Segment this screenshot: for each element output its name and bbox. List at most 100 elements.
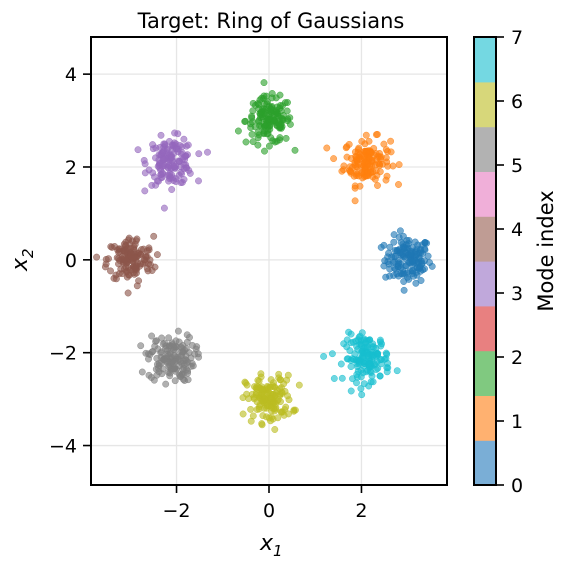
scatter-point bbox=[362, 131, 370, 139]
scatter-point bbox=[93, 253, 101, 261]
scatter-point bbox=[248, 112, 256, 120]
scatter-point bbox=[286, 114, 294, 122]
scatter-point bbox=[159, 340, 167, 348]
scatter-point bbox=[175, 171, 183, 179]
scatter-point bbox=[384, 148, 391, 155]
scatter-point bbox=[358, 169, 366, 177]
x-tick-label: 2 bbox=[355, 500, 367, 522]
scatter-point bbox=[405, 275, 413, 283]
scatter-point bbox=[156, 143, 164, 151]
colorbar-tick-label: 6 bbox=[511, 91, 523, 113]
cluster-mode-3 bbox=[134, 129, 211, 212]
scatter-point bbox=[189, 362, 197, 370]
scatter-point bbox=[355, 358, 363, 366]
y-tick-label: 2 bbox=[65, 157, 77, 179]
scatter-point bbox=[283, 376, 291, 384]
scatter-point bbox=[115, 260, 122, 268]
cluster-mode-0 bbox=[377, 227, 436, 294]
scatter-point bbox=[426, 259, 433, 266]
scatter-point bbox=[174, 148, 182, 156]
scatter-point bbox=[360, 380, 368, 388]
scatter-point bbox=[377, 342, 385, 350]
y-tick-label: 4 bbox=[65, 64, 77, 86]
scatter-point bbox=[376, 356, 384, 363]
scatter-point bbox=[267, 417, 274, 425]
scatter-point bbox=[401, 244, 409, 252]
scatter-point bbox=[120, 256, 128, 264]
scatter-point bbox=[395, 161, 403, 169]
scatter-point bbox=[412, 279, 420, 287]
colorbar-frame bbox=[473, 36, 497, 486]
scatter-point bbox=[180, 135, 188, 143]
colorbar-ticks: 0 1 2 3 4 5 6 7 bbox=[496, 27, 523, 497]
scatter-point bbox=[124, 289, 132, 297]
scatter-point bbox=[145, 166, 153, 174]
scatter-point bbox=[148, 332, 156, 340]
colorbar-segment bbox=[474, 261, 496, 307]
x-axis-label-sub: 1 bbox=[273, 542, 283, 560]
scatter-point bbox=[384, 359, 392, 367]
scatter-point bbox=[356, 332, 364, 340]
scatter-point bbox=[254, 134, 262, 142]
scatter-point bbox=[372, 366, 380, 373]
scatter-point bbox=[157, 171, 165, 178]
scatter-point bbox=[347, 387, 355, 395]
scatter-point bbox=[358, 391, 366, 399]
scatter-point bbox=[355, 144, 363, 152]
scatter-point bbox=[157, 131, 165, 139]
scatter-point bbox=[266, 125, 274, 133]
scatter-point bbox=[290, 407, 298, 415]
scatter-point bbox=[421, 239, 429, 247]
scatter-point bbox=[382, 154, 390, 162]
colorbar-segment bbox=[474, 171, 496, 217]
cluster-mode-2 bbox=[234, 79, 299, 155]
scatter-point bbox=[361, 140, 369, 148]
scatter-point bbox=[282, 403, 290, 411]
scatter-point bbox=[343, 343, 351, 351]
scatter-point bbox=[409, 267, 417, 274]
scatter-point bbox=[153, 177, 161, 185]
scatter-point bbox=[281, 99, 289, 107]
scatter-point bbox=[249, 138, 257, 146]
scatter-point bbox=[365, 359, 373, 367]
scatter-point bbox=[379, 160, 386, 168]
scatter-point bbox=[257, 370, 265, 378]
colorbar-segment bbox=[474, 81, 496, 128]
scatter-point bbox=[387, 137, 395, 145]
scatter-point bbox=[251, 383, 258, 391]
scatter-point bbox=[149, 141, 157, 149]
scatter-point bbox=[416, 263, 424, 271]
scatter-point bbox=[347, 363, 355, 371]
y-axis-ticks: −4 −2 0 2 4 bbox=[49, 64, 91, 458]
scatter-point bbox=[338, 374, 346, 382]
scatter-point bbox=[340, 162, 348, 170]
scatter-point bbox=[243, 381, 251, 389]
scatter-point bbox=[108, 243, 116, 251]
colorbar-tick-label: 0 bbox=[511, 475, 523, 497]
scatter-point bbox=[353, 373, 361, 381]
scatter-point bbox=[153, 360, 161, 368]
y-axis-label: x2 bbox=[8, 248, 37, 272]
scatter-point bbox=[284, 392, 291, 400]
scatter-point bbox=[162, 380, 170, 388]
scatter-point bbox=[270, 111, 278, 119]
colorbar-segment bbox=[474, 305, 496, 352]
cluster-mode-1 bbox=[323, 130, 403, 205]
scatter-point bbox=[320, 352, 328, 360]
scatter-point bbox=[295, 381, 303, 389]
scatter-point bbox=[153, 251, 161, 259]
x-tick-label: −2 bbox=[163, 500, 191, 522]
scatter-point bbox=[138, 368, 146, 376]
scatter-point bbox=[330, 155, 338, 163]
scatter-point bbox=[181, 153, 189, 161]
scatter-point bbox=[360, 336, 368, 344]
scatter-point bbox=[268, 404, 276, 412]
scatter-point bbox=[168, 186, 176, 193]
scatter-point bbox=[112, 275, 120, 283]
scatter-point bbox=[129, 269, 137, 277]
scatter-point bbox=[388, 253, 396, 261]
scatter-point bbox=[400, 286, 408, 294]
scatter-point bbox=[204, 148, 211, 156]
scatter-point bbox=[377, 243, 385, 251]
scatter-point bbox=[395, 181, 402, 188]
